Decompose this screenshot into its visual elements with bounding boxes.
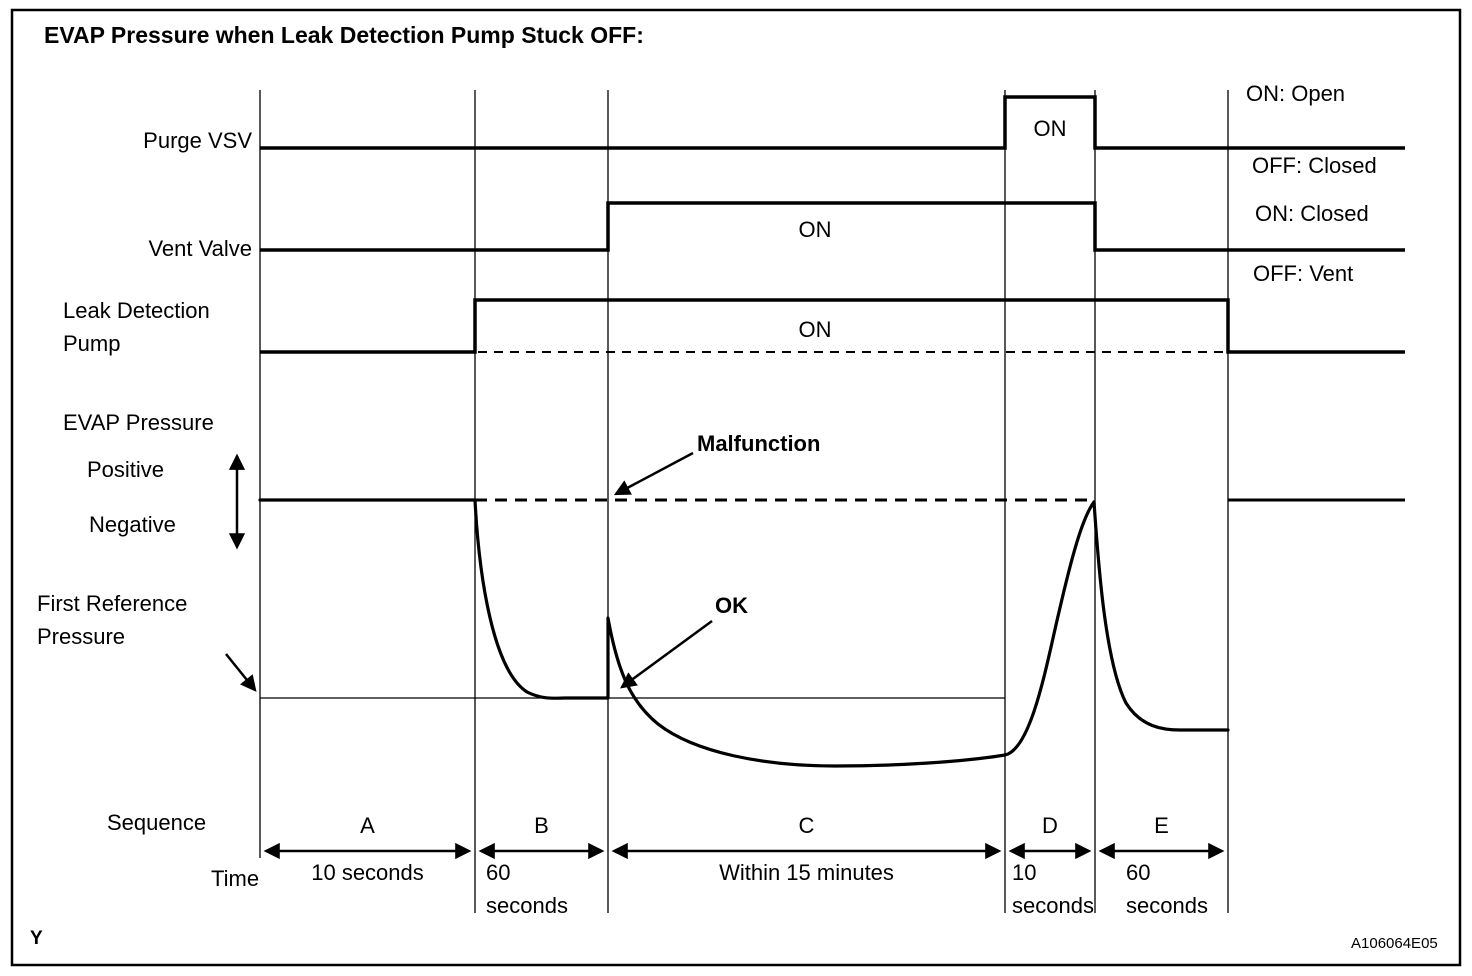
first-reference-arrow [225,653,257,692]
purge-vsv-trace [260,95,1405,150]
purge-vsv-on-label: ON [1033,116,1067,141]
sequence-step-a: A [360,813,375,838]
leak-pump-label: Leak Detection Pump [63,298,210,356]
leak-pump-on-label: ON [798,317,832,342]
sequence-label: Sequence [107,810,207,835]
time-duration-d: 10 seconds [1012,860,1094,918]
time-duration-e: 60 seconds [1126,860,1208,918]
malfunction-label: Malfunction [697,431,821,456]
vent-valve-on-label: ON [798,217,832,242]
malfunction-arrow [613,451,694,496]
time-duration-b: 60 seconds [486,860,568,918]
time-label: Time [211,866,260,891]
sequence-step-e: E [1154,813,1169,838]
vent-valve-label: Vent Valve [148,236,252,261]
vent-valve-legend-off: OFF: Vent [1253,261,1354,286]
leak-pump-trace [260,298,1405,354]
ok-arrow [620,619,713,689]
ok-label: OK [715,593,748,618]
negative-label: Negative [89,512,176,537]
purge-vsv-label: Purge VSV [143,128,252,153]
evap-pressure-curve [258,498,1230,768]
time-duration-c: Within 15 minutes [719,860,894,885]
diagram-title: EVAP Pressure when Leak Detection Pump S… [44,22,644,48]
vent-valve-trace [260,201,1405,252]
purge-vsv-legend-on: ON: Open [1246,81,1346,106]
positive-label: Positive [87,457,165,482]
purge-vsv-legend-off: OFF: Closed [1252,153,1377,178]
sequence-step-b: B [534,813,549,838]
page-marker: Y [30,928,43,949]
evap-pressure-label: EVAP Pressure [63,410,214,435]
sequence-step-d: D [1042,813,1058,838]
vent-valve-legend-on: ON: Closed [1255,201,1369,226]
first-reference-label: First Reference Pressure [37,591,188,649]
time-duration-a: 10 seconds [311,860,424,885]
figure-border [10,8,1462,967]
figure-id: A106064E05 [1351,935,1438,952]
sequence-step-c: C [798,813,815,838]
